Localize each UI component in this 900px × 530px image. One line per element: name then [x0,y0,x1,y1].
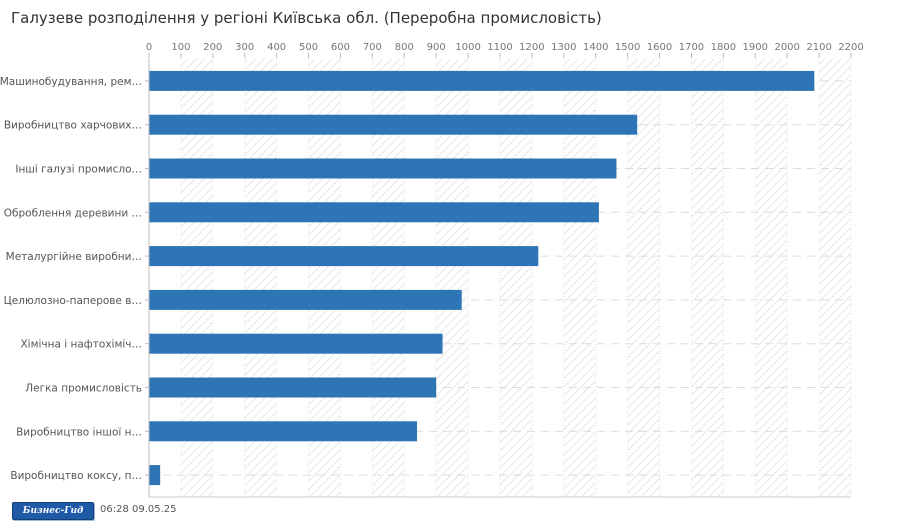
bar[interactable] [149,465,161,486]
category-label: Інші галузі промисло… [15,164,142,176]
grid-band [819,59,851,497]
x-tick-label: 300 [235,42,254,53]
grid-band [755,59,788,497]
x-tick-label: 1600 [647,42,672,53]
x-tick-label: 1400 [583,42,608,53]
timestamp: 06:28 09.05.25 [100,504,177,515]
bar[interactable] [149,421,418,442]
bar[interactable] [149,114,638,135]
category-label: Целюлозно-паперове в… [4,295,142,307]
bar[interactable] [149,246,539,267]
x-tick-label: 400 [267,42,286,53]
x-tick-label: 1800 [711,42,736,53]
category-label: Легка промисловість [25,383,142,395]
category-label: Виробництво коксу, п… [10,470,142,482]
grid-band [691,59,724,497]
bars [149,70,815,486]
bar[interactable] [149,158,617,179]
category-label: Металургійне виробни… [6,251,142,263]
x-tick-label: 0 [146,42,152,53]
bar[interactable] [149,202,599,223]
x-tick-label: 2200 [838,42,863,53]
bar[interactable] [149,70,815,91]
x-tick-label: 1000 [455,42,480,53]
bar[interactable] [149,333,443,354]
x-tick-label: 1500 [615,42,640,53]
category-label: Виробництво харчових… [4,120,142,132]
bar[interactable] [149,289,462,310]
x-tick-label: 500 [299,42,318,53]
x-tick-label: 900 [427,42,446,53]
x-tick-label: 100 [171,42,190,53]
x-tick-label: 800 [395,42,414,53]
y-axis-labels: Машинобудування, рем… Виробництво харчови… [0,76,149,482]
bar-chart: 0 100 200 300 400 500 600 700 800 900 1000 1100 1200… [0,42,864,498]
x-tick-label: 1700 [679,42,704,53]
category-label: Хімічна і нафтохіміч… [20,339,142,351]
x-tick-label: 2000 [774,42,799,53]
category-label: Машинобудування, рем… [0,76,142,88]
brand-logo[interactable]: Бизнес-Гид [12,502,94,520]
category-label: Виробництво іншої н… [16,426,142,438]
x-tick-label: 700 [363,42,382,53]
x-axis-ticks: 0 100 200 300 400 500 600 700 800 900 1000 1100 1200… [146,42,864,58]
x-tick-label: 600 [331,42,350,53]
bar[interactable] [149,377,437,398]
x-tick-label: 1200 [519,42,544,53]
x-tick-label: 1100 [487,42,512,53]
x-tick-label: 1300 [551,42,576,53]
category-label: Оброблення деревини … [4,207,142,219]
chart-title: Галузеве розподілення у регіоні Київська… [11,9,602,27]
x-tick-label: 200 [203,42,222,53]
x-tick-label: 2100 [806,42,831,53]
x-tick-label: 1900 [743,42,768,53]
